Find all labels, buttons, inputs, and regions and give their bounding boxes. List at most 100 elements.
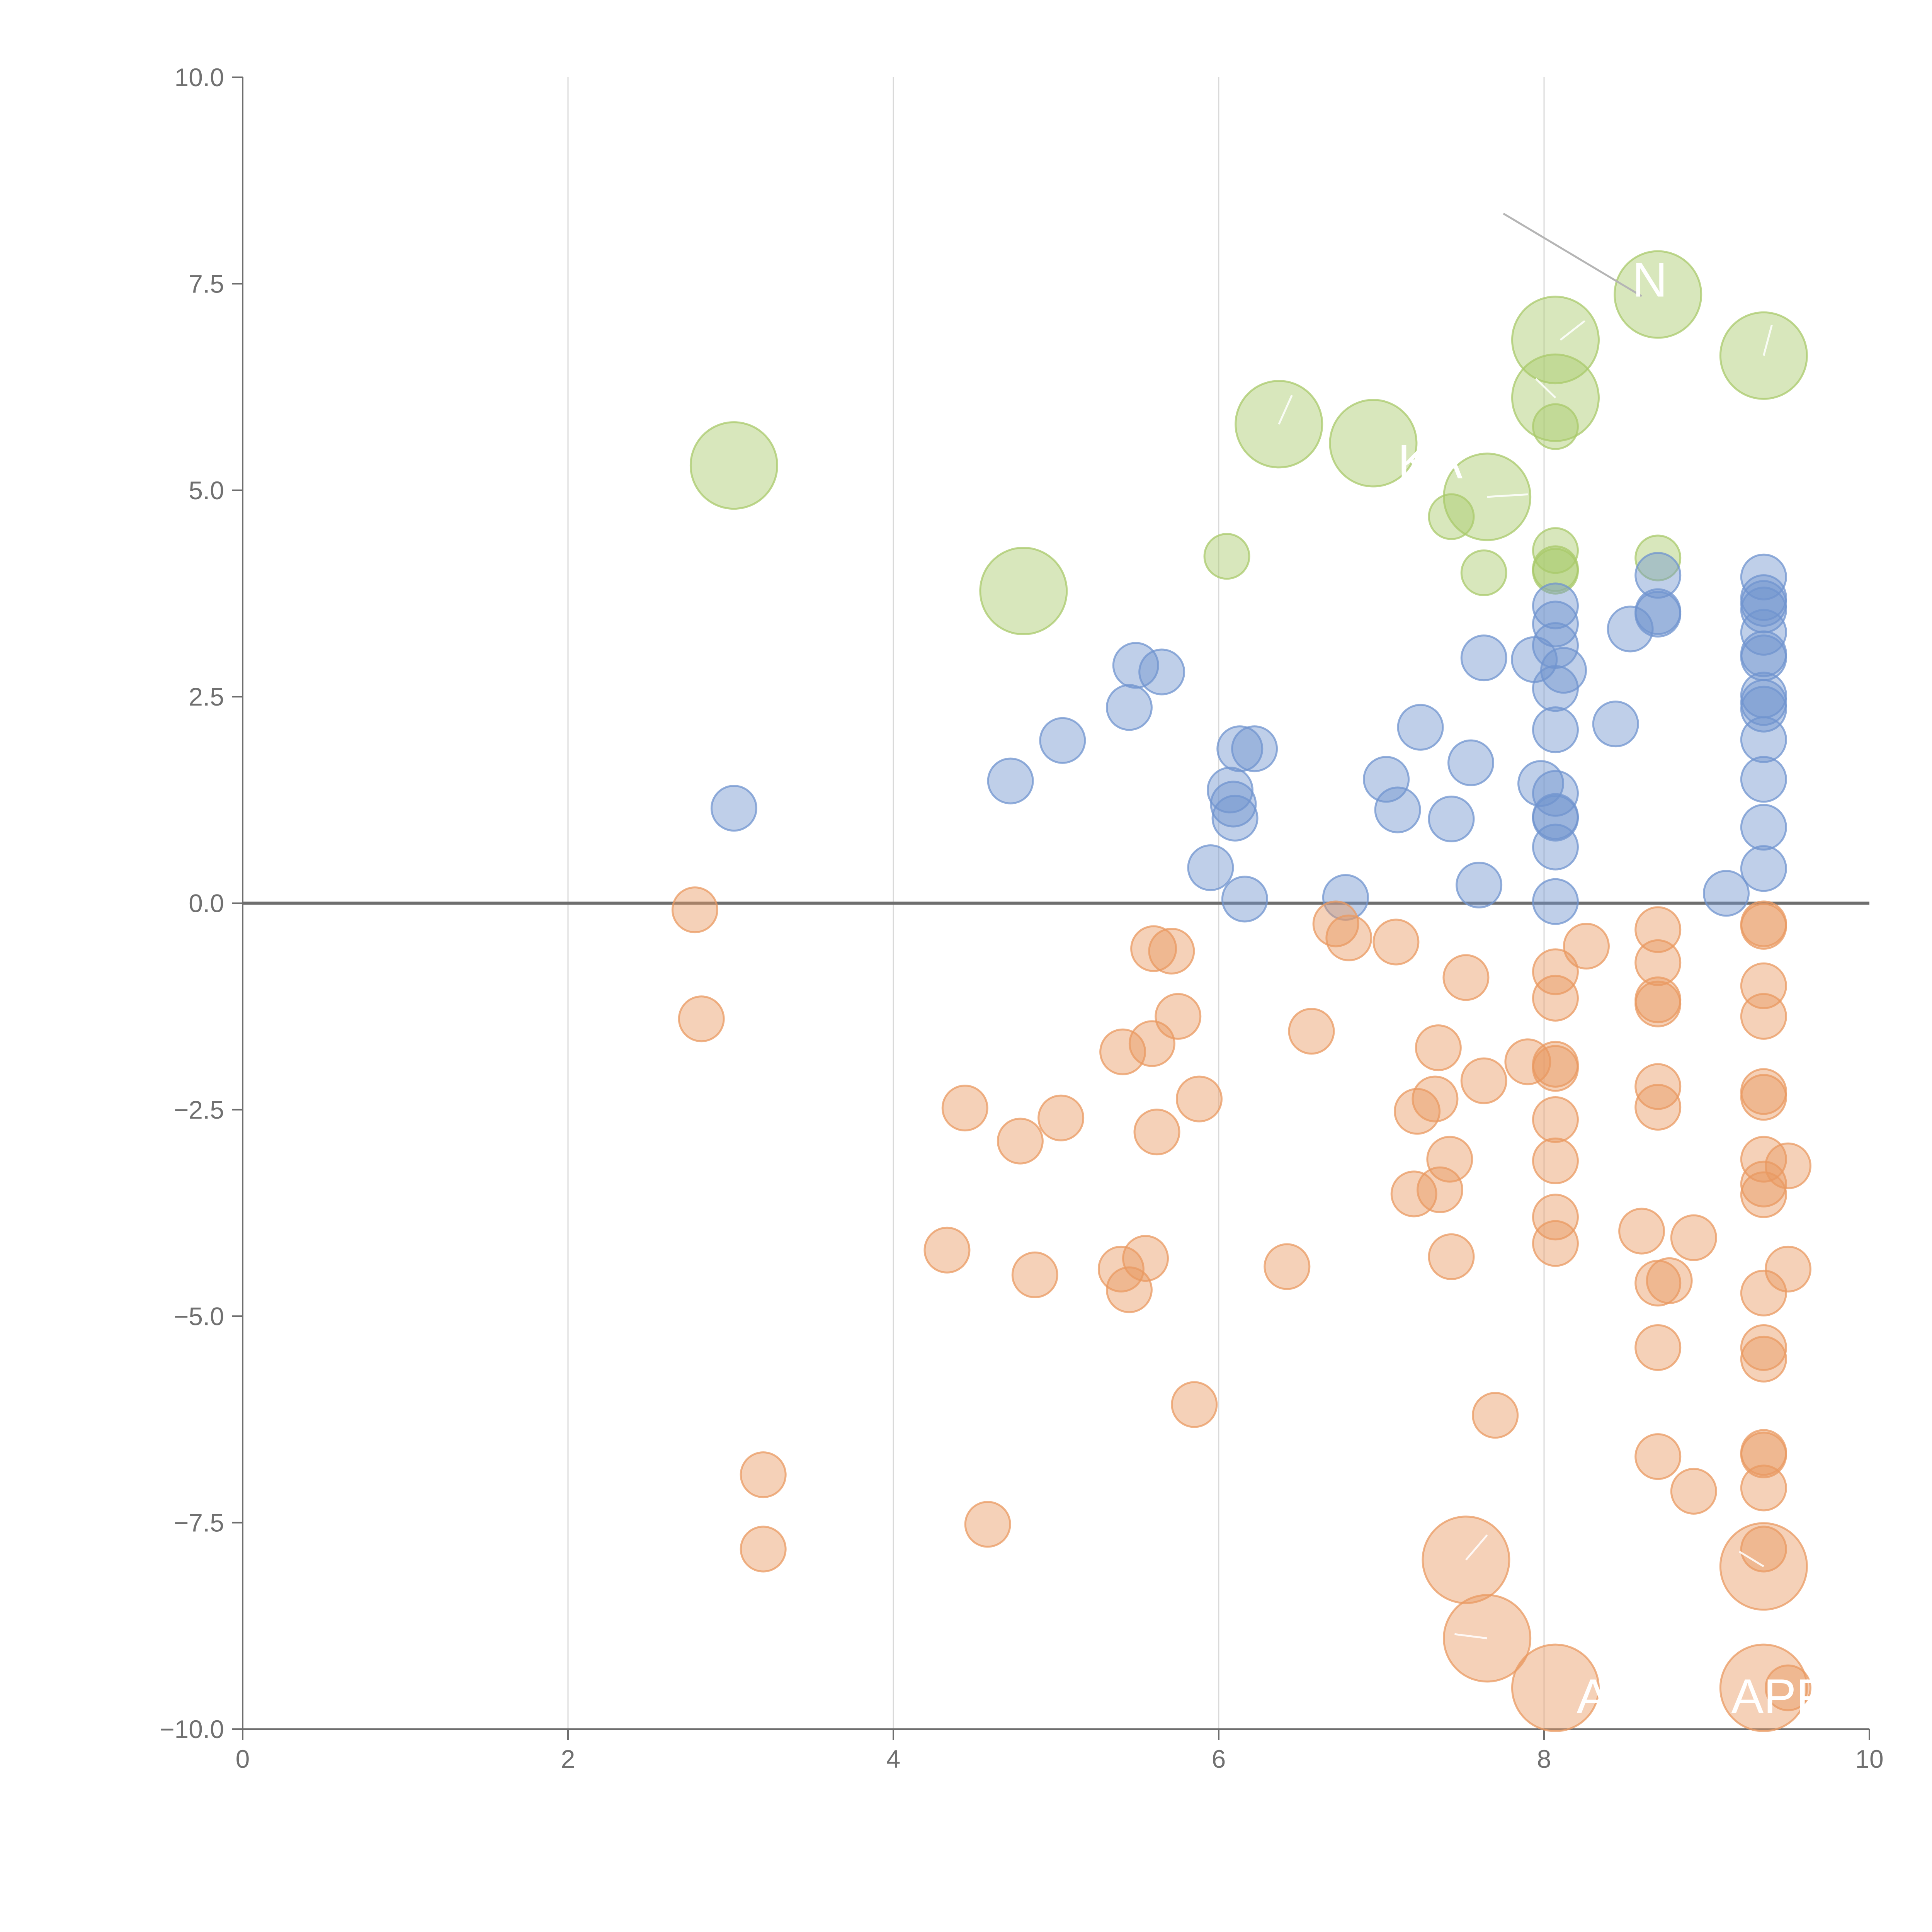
data-point [1634,552,1682,599]
data-point [678,995,725,1043]
annotation-leader-line [1487,493,1528,498]
data-point [1460,634,1507,682]
data-point [1740,804,1787,851]
data-point [1532,706,1579,753]
data-point [1634,534,1682,582]
x-tick-label: 10 [1855,1745,1883,1773]
y-tick-label: 5.0 [189,476,224,505]
data-point [1740,553,1787,600]
data-point [1148,927,1195,975]
data-point [1130,925,1177,972]
data-point [987,757,1034,804]
data-point [1740,1335,1787,1383]
annotation-leader-layer [1278,213,1773,1639]
data-point [1614,250,1702,339]
annotation-leader-line [1560,320,1585,341]
data-point [1511,1643,1600,1732]
data-point [1740,993,1787,1040]
y-tick-label: −10.0 [160,1715,224,1743]
y-tick-label: 2.5 [189,682,224,711]
data-point [671,886,718,934]
data-point [1221,876,1268,923]
data-point [1532,1045,1579,1092]
annotation-leader-line [1454,1633,1487,1639]
annotation-leader-line [1465,1534,1488,1561]
y-tick-label: −7.5 [174,1509,224,1537]
annotation-leader-line [1278,395,1293,425]
data-point [1740,903,1787,950]
annotation-label: N [1632,253,1667,307]
data-point [1011,1251,1058,1298]
data-point [1740,1074,1787,1121]
data-point [1415,1024,1462,1071]
data-point [1634,939,1682,986]
data-point [1646,1257,1693,1304]
axis-lines [242,77,1869,1730]
data-point [1133,1109,1180,1156]
y-tick-label: 7.5 [189,269,224,298]
data-point [1472,1392,1519,1439]
data-point [1532,948,1579,995]
data-point [1532,1194,1579,1241]
data-point [1211,794,1259,842]
data-point [1719,1643,1808,1732]
data-point [1155,993,1202,1040]
x-tick-label: 6 [1212,1745,1226,1773]
annotation-label: A [1577,1669,1609,1724]
data-point [1532,1096,1579,1143]
data-point [1138,648,1185,696]
data-point [740,1451,787,1498]
data-point [1390,1170,1437,1218]
annotation-label: KA [1398,434,1463,489]
data-point [1634,590,1682,638]
data-point [923,1226,971,1274]
y-tick-label: 10.0 [175,63,224,92]
data-point [964,1501,1011,1548]
data-point [1740,845,1787,892]
y-tick-label: 0.0 [189,889,224,918]
data-point [740,1526,787,1573]
data-point [1363,756,1410,803]
data-point [1532,582,1579,629]
data-point [1374,786,1421,833]
axis-layer: 0 2 4 6 8 10 −10.0 −7.5 −5.0 −2.5 0.0 2.5 5.0 7.5 10.0 [160,63,1884,1773]
data-point [1122,1235,1169,1282]
data-point [1740,1431,1787,1478]
data-point [1532,622,1579,669]
data-point [1740,1464,1787,1512]
data-point [1322,874,1369,921]
data-point [1460,549,1507,596]
x-tick-label: 0 [236,1745,250,1773]
data-point [1428,795,1475,842]
data-point [1203,533,1250,580]
data-point [1740,716,1787,763]
data-point [1670,1468,1717,1515]
data-point [1460,1057,1507,1104]
data-point [1037,1094,1085,1141]
data-point [1592,701,1639,748]
data-point [1187,844,1234,891]
data-point [1325,914,1372,961]
data-point [979,547,1068,636]
data-point [1532,527,1579,574]
y-tick-label: −2.5 [174,1095,224,1124]
data-point [1532,1220,1579,1267]
data-point [1670,1214,1717,1261]
data-point [1288,1008,1335,1055]
data-point [1426,1136,1473,1183]
data-point [1231,725,1278,772]
data-point [1634,1083,1682,1131]
data-point [1634,1063,1682,1110]
data-point [1740,1324,1787,1371]
x-tick-label: 4 [886,1745,901,1773]
annotation-leader-line [1762,325,1773,356]
data-point [1563,923,1610,970]
data-point [1039,717,1086,764]
data-point [1397,704,1444,751]
data-point [941,1085,988,1132]
data-point [1442,954,1490,1001]
y-tick-label: −5.0 [174,1302,224,1330]
data-point [1105,684,1153,731]
data-point [1175,1075,1223,1122]
annotation-leader-line [1503,213,1642,297]
